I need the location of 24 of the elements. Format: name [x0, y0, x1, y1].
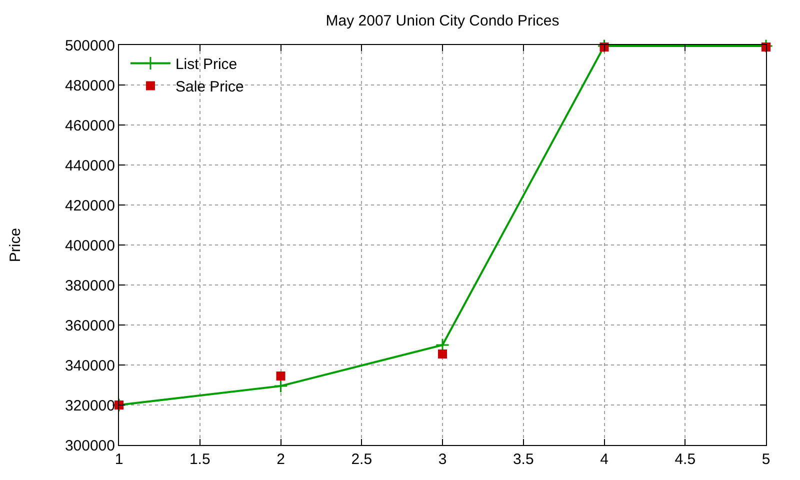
x-tick-label: 3.5 [512, 451, 534, 468]
x-tick-label: 4 [600, 451, 608, 468]
y-tick-label: 420000 [64, 197, 115, 214]
y-tick-label: 460000 [64, 117, 115, 134]
y-tick-label: 500000 [64, 37, 115, 54]
x-tick-label: 1 [114, 451, 124, 468]
y-tick-label: 300000 [64, 437, 115, 454]
x-tick-label: 2.5 [351, 451, 372, 468]
y-tick-label: 340000 [64, 357, 115, 374]
y-tick-label: 480000 [64, 77, 115, 94]
x-tick-label: 2 [276, 451, 285, 468]
x-tick-label: 1.5 [189, 451, 210, 468]
legend-label: Sale Price [175, 78, 244, 96]
y-tick-label: 400000 [64, 237, 115, 254]
y-axis-title: Price [7, 228, 24, 262]
y-tick-label: 320000 [64, 397, 115, 414]
y-tick-label: 380000 [64, 277, 115, 294]
x-tick-label: 4.5 [674, 451, 696, 468]
legend-label: List Price [175, 56, 238, 74]
x-tick-label: 3 [438, 451, 447, 468]
chart-title: May 2007 Union City Condo Prices [326, 12, 560, 30]
x-tick-label: 5 [762, 451, 770, 468]
y-tick-label: 440000 [64, 157, 115, 174]
y-tick-label: 360000 [64, 317, 115, 334]
